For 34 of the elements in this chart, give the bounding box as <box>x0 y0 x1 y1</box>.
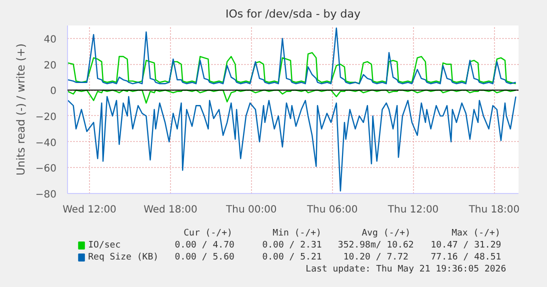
text: Min (-/+) <box>272 228 322 238</box>
text: 0.00 / 5.21 <box>262 252 322 262</box>
text: 10.47 / 31.29 <box>430 240 502 250</box>
text: Last update: Thu May 21 19:36:05 2026 <box>306 264 506 274</box>
text: 77.16 / 48.51 <box>430 252 502 262</box>
y-tick-label: 0 <box>50 86 57 98</box>
x-tick-label: Thu 12:00 <box>386 204 439 216</box>
text: 0.00 / 2.31 <box>262 240 322 250</box>
chart-title: IOs for /dev/sda - by day <box>225 8 362 20</box>
text: 10.20 / 7.72 <box>343 252 408 262</box>
y-tick-label: −80 <box>35 190 57 200</box>
y-tick-label: −40 <box>35 138 57 149</box>
text: Max (-/+) <box>452 228 500 238</box>
text: Cur (-/+) <box>184 228 232 238</box>
y-tick-label: 40 <box>44 34 57 46</box>
line-series <box>68 52 516 84</box>
legend-label: IO/sec <box>88 240 121 250</box>
text: 0.00 / 5.60 <box>174 252 234 262</box>
line-series <box>68 90 516 104</box>
line-series <box>68 96 516 192</box>
x-tick-label: Wed 12:00 <box>62 204 116 216</box>
text: 0.00 / 4.70 <box>174 240 234 250</box>
y-axis-title: Units read (-) / write (+) <box>14 43 28 176</box>
y-tick-label: −60 <box>35 164 57 175</box>
y-tick-label: −20 <box>35 112 57 123</box>
text: 352.98m/ 10.62 <box>338 240 414 250</box>
x-tick-label: Thu 18:00 <box>468 204 520 216</box>
x-tick-label: Thu 06:00 <box>306 204 358 216</box>
x-tick-label: Wed 18:00 <box>144 204 198 216</box>
text: Avg (-/+) <box>362 228 411 238</box>
line-series <box>68 27 516 84</box>
y-tick-label: 20 <box>44 60 57 72</box>
x-tick-label: Thu 00:00 <box>225 204 277 216</box>
legend-label: Req Size (KB) <box>88 252 159 262</box>
